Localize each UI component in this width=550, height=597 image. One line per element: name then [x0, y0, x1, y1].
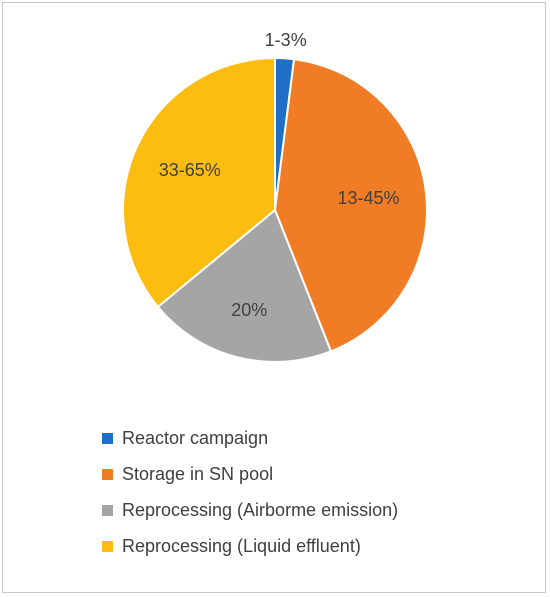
pie-slices — [122, 56, 428, 363]
pie-labels: 1-3% 13-45% 20% 33-65% — [159, 30, 400, 320]
legend-item-reprocessing-liquid: Reprocessing (Liquid effluent) — [102, 528, 398, 564]
chart-legend: Reactor campaign Storage in SN pool Repr… — [102, 420, 398, 564]
legend-label: Reprocessing (Airborme emission) — [122, 499, 399, 520]
pie-slice — [156, 208, 333, 363]
slice-data-label: 33-65% — [159, 160, 221, 180]
legend-label: Reprocessing (Liquid effluent) — [122, 535, 361, 556]
slice-data-label: 13-45% — [337, 188, 399, 208]
legend-swatch — [102, 432, 113, 444]
legend-label: Reactor campaign — [122, 427, 269, 448]
legend-item-storage-sn-pool: Storage in SN pool — [102, 456, 398, 492]
slice-data-label: 1-3% — [265, 30, 307, 50]
legend-swatch — [102, 504, 113, 516]
pie-slice — [273, 58, 428, 353]
slice-data-label: 20% — [231, 300, 267, 320]
pie-slice — [122, 56, 276, 309]
legend-label: Storage in SN pool — [122, 463, 274, 484]
legend-item-reactor-campaign: Reactor campaign — [102, 420, 398, 456]
legend-item-reprocessing-airborne: Reprocessing (Airborme emission) — [102, 492, 398, 528]
legend-swatch — [102, 540, 113, 552]
legend-swatch — [102, 468, 113, 480]
pie-chart: 1-3% 13-45% 20% 33-65% — [122, 30, 428, 363]
